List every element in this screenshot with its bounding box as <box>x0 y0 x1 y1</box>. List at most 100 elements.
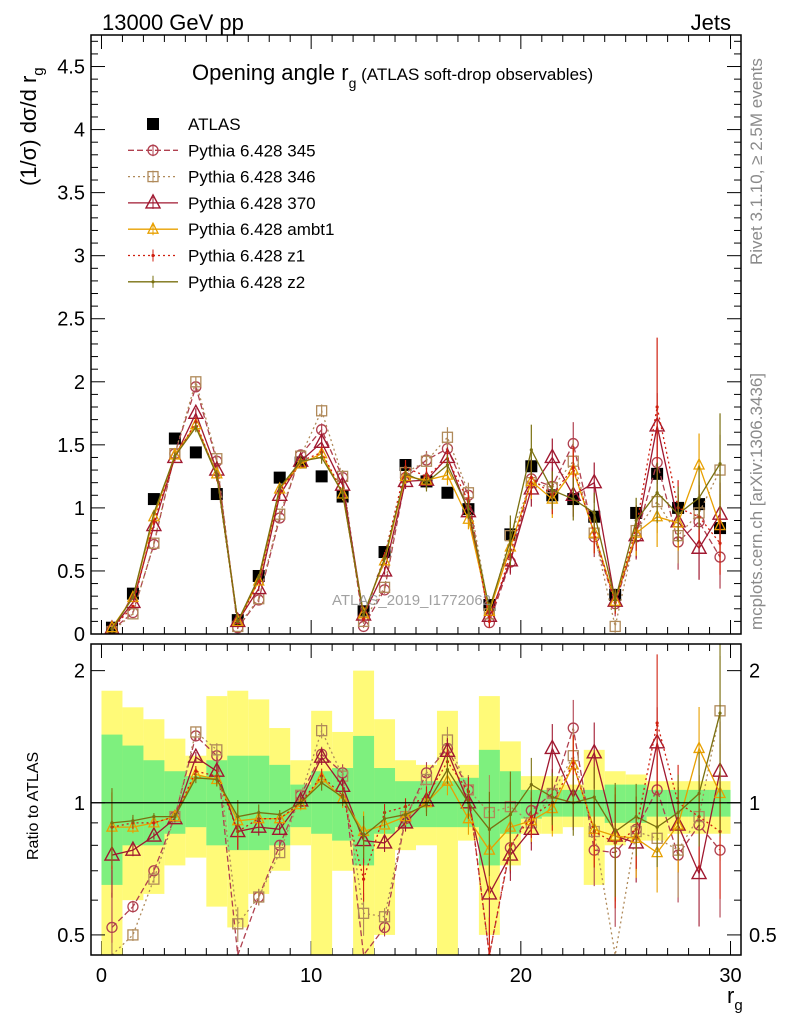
ratio-point <box>232 918 244 930</box>
data-point <box>571 465 575 470</box>
data-point <box>609 620 621 633</box>
ratio-point <box>145 826 163 842</box>
header-jets: Jets <box>691 10 731 35</box>
ratio-point <box>378 911 391 923</box>
data-point <box>403 472 408 476</box>
ratio-point <box>508 812 512 817</box>
series-6 <box>110 413 722 631</box>
legend-marker <box>147 170 159 183</box>
ratio-point <box>403 812 408 817</box>
data-point <box>378 581 391 593</box>
data-point <box>257 575 261 579</box>
ratio-point <box>215 777 219 782</box>
data-point <box>487 619 491 623</box>
ratio-point <box>173 815 177 819</box>
ratio-point <box>341 795 345 799</box>
ratio-point <box>131 819 135 823</box>
ratio-y-tick-label: 1 <box>74 793 85 815</box>
data-point <box>508 539 512 543</box>
data-point <box>152 511 156 515</box>
legend-label: Pythia 6.428 z2 <box>188 273 305 292</box>
main-y-axis-title: (1/σ) dσ/d rg <box>16 67 47 186</box>
ratio-point <box>211 744 223 756</box>
ratio-y-axis-title: Ratio to ATLAS <box>25 752 42 860</box>
data-point <box>676 512 680 516</box>
data-point <box>190 376 202 388</box>
ratio-clip-group <box>101 644 731 955</box>
ratio-band-green <box>436 781 458 828</box>
data-point <box>110 627 114 631</box>
data-point <box>131 595 135 600</box>
y-tick-label: 2 <box>74 372 85 394</box>
series-line <box>111 384 721 631</box>
legend-label: Pythia 6.428 345 <box>188 141 316 160</box>
ratio-point <box>361 877 366 881</box>
ratio-point <box>357 907 370 919</box>
ratio-band-green <box>269 764 291 846</box>
ratio-point <box>124 840 142 856</box>
y-tick-label: 3.5 <box>57 183 85 205</box>
legend-label: ATLAS <box>188 115 241 134</box>
data-point <box>252 573 265 586</box>
legend-label: Pythia 6.428 346 <box>188 168 316 187</box>
plot-title: Opening angle rg (ATLAS soft-drop observ… <box>192 60 593 91</box>
ratio-point <box>320 781 324 785</box>
data-point <box>127 608 139 620</box>
side-rivet-label: Rivet 3.1.10, ≥ 2.5M events <box>747 58 766 265</box>
data-point <box>529 448 533 452</box>
data-point <box>145 516 163 532</box>
ratio-point <box>110 821 114 825</box>
ratio-y-tick-label-right: 2 <box>749 661 760 683</box>
ratio-point <box>655 825 659 829</box>
data-point <box>215 473 219 477</box>
ratio-point <box>378 817 391 830</box>
data-point <box>105 620 119 633</box>
ratio-point <box>250 817 267 833</box>
y-tick-label: 1 <box>74 498 85 520</box>
ratio-line <box>111 710 721 955</box>
data-point <box>487 607 491 611</box>
data-point <box>466 507 471 511</box>
ratio-point <box>152 815 156 819</box>
ratio-y-tick-label-right: 1 <box>749 793 760 815</box>
data-point <box>341 491 345 495</box>
data-point <box>420 455 433 467</box>
ratio-point <box>550 795 554 799</box>
legend-marker <box>146 221 160 234</box>
data-point <box>690 538 708 554</box>
ratio-point <box>445 768 450 772</box>
data-point <box>441 467 454 480</box>
data-point <box>550 488 554 492</box>
data-point <box>634 518 638 523</box>
y-tick-label: 4.5 <box>57 57 85 79</box>
data-point <box>592 511 596 515</box>
legend-label: Pythia 6.428 z1 <box>188 247 305 266</box>
data-point <box>592 531 596 535</box>
data-point <box>274 508 286 520</box>
data-point <box>441 486 454 499</box>
analysis-watermark: ATLAS_2019_I1772062 <box>332 592 491 609</box>
data-point <box>152 520 156 524</box>
ratio-point <box>278 812 282 817</box>
x-tick-label: 30 <box>719 965 741 987</box>
ratio-point <box>187 747 205 763</box>
data-point <box>173 454 177 458</box>
legend-marker <box>147 144 159 156</box>
x-tick-label: 10 <box>300 965 322 987</box>
series-5 <box>110 337 722 631</box>
legend-marker <box>151 280 155 284</box>
ratio-point <box>676 810 680 815</box>
ratio-point <box>148 873 160 885</box>
ratio-point <box>274 846 286 859</box>
ratio-point <box>529 815 533 819</box>
ratio-point <box>271 819 288 836</box>
ratio-point <box>529 783 533 787</box>
ratio-point <box>313 747 330 763</box>
ratio-point <box>634 815 638 819</box>
x-axis-title: rg <box>727 983 743 1014</box>
data-point <box>655 405 659 409</box>
ratio-point <box>586 743 603 759</box>
ratio-frame <box>90 643 742 956</box>
data-point <box>315 405 328 417</box>
data-point <box>229 611 246 628</box>
